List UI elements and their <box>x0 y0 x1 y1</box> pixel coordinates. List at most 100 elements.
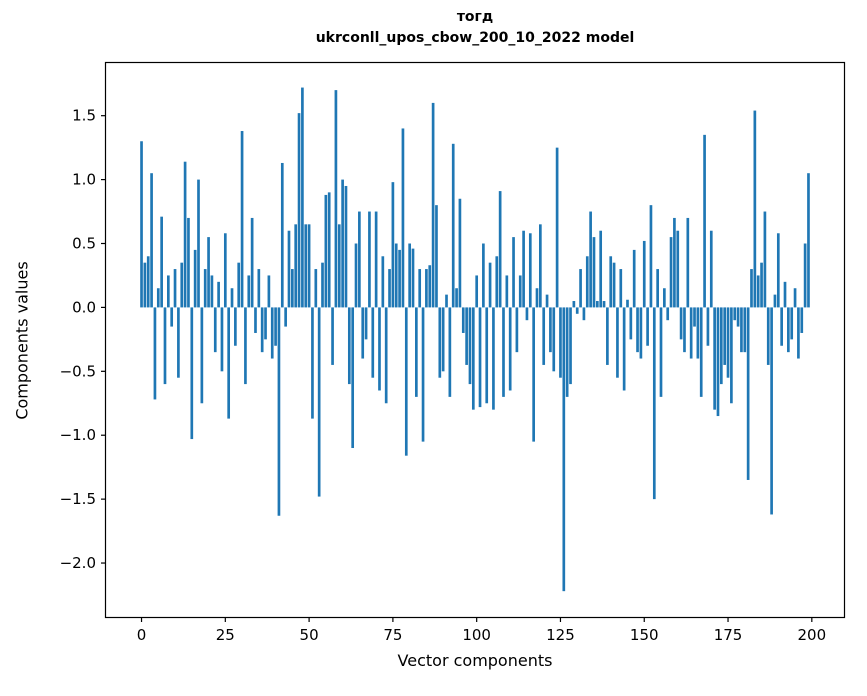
bar <box>227 307 231 419</box>
bar <box>589 211 592 308</box>
x-tick-label: 100 <box>462 626 491 644</box>
bar <box>488 262 492 308</box>
bar <box>173 269 177 308</box>
bar <box>656 269 659 308</box>
bar <box>445 294 448 308</box>
bar <box>458 198 462 308</box>
bar <box>652 307 656 500</box>
bar <box>673 217 676 308</box>
bar <box>260 307 264 353</box>
bar <box>626 299 629 308</box>
bar <box>368 211 371 308</box>
bar <box>475 275 479 308</box>
bar <box>411 248 415 308</box>
bar <box>723 307 727 365</box>
bar <box>223 233 227 308</box>
bar <box>431 102 435 308</box>
bar <box>575 307 579 314</box>
bar <box>291 269 294 308</box>
bar <box>780 307 783 346</box>
bar <box>807 173 810 308</box>
bar <box>559 307 562 378</box>
x-tick-label: 175 <box>714 626 743 644</box>
bar <box>301 87 304 308</box>
bar <box>207 237 210 308</box>
bar <box>428 265 432 308</box>
bar <box>471 307 475 410</box>
bar <box>220 307 224 372</box>
bar <box>287 230 291 308</box>
bar <box>482 243 485 308</box>
bar <box>498 191 502 308</box>
bar <box>156 288 160 308</box>
bar <box>663 288 666 308</box>
bar <box>612 262 616 308</box>
y-tick-label: 0.0 <box>72 298 96 316</box>
bar <box>776 233 780 308</box>
chart-title-line2: ukrconll_upos_cbow_200_10_2022 model <box>315 30 635 46</box>
bar <box>421 307 425 442</box>
bar <box>736 307 740 327</box>
y-axis-label-wrap: Components values <box>0 62 44 618</box>
bar <box>461 307 465 333</box>
bar <box>686 217 690 308</box>
bar <box>793 288 797 308</box>
bar <box>197 179 200 308</box>
bar <box>502 307 505 397</box>
bar <box>210 275 214 308</box>
bar <box>415 307 418 397</box>
bar <box>337 224 341 308</box>
bar <box>358 211 361 308</box>
bar <box>797 307 800 359</box>
bar <box>740 307 743 353</box>
bar <box>170 307 174 327</box>
bar <box>384 307 388 404</box>
bar <box>237 262 241 308</box>
bar <box>448 307 452 397</box>
bar <box>351 307 355 449</box>
bar <box>324 194 328 308</box>
bar <box>716 307 720 417</box>
bar <box>582 307 586 321</box>
bar <box>277 307 281 516</box>
bar <box>294 224 298 308</box>
bar <box>632 249 636 308</box>
bar <box>572 301 576 308</box>
bar <box>240 131 244 308</box>
chart-title-line1: тогд <box>456 9 494 25</box>
y-tick-label: 0.5 <box>72 234 96 252</box>
bar <box>649 205 653 308</box>
bar <box>495 256 499 308</box>
bar <box>505 275 509 308</box>
bar <box>743 307 747 353</box>
bar <box>425 269 428 308</box>
bar <box>773 294 777 308</box>
bar <box>234 307 237 346</box>
bar <box>307 224 311 308</box>
bar <box>274 307 277 346</box>
bar <box>766 307 770 365</box>
bar <box>163 307 167 385</box>
bar <box>639 307 643 359</box>
bar <box>659 307 663 397</box>
bar <box>398 249 401 308</box>
y-axis-label: Components values <box>12 260 32 420</box>
bar <box>317 307 321 497</box>
bar <box>696 307 700 359</box>
bar <box>699 307 703 397</box>
bar <box>646 307 649 346</box>
bar <box>770 307 773 515</box>
bar <box>679 307 683 340</box>
bar <box>719 307 723 385</box>
bar <box>606 307 609 365</box>
bar <box>167 275 170 308</box>
chart-title: тогд ukrconll_upos_cbow_200_10_2022 mode… <box>105 7 845 49</box>
bar <box>595 301 599 308</box>
bar <box>438 307 442 378</box>
x-tick-label: 125 <box>546 626 575 644</box>
x-tick-label: 200 <box>798 626 827 644</box>
bar <box>565 307 569 397</box>
bar <box>190 307 194 440</box>
